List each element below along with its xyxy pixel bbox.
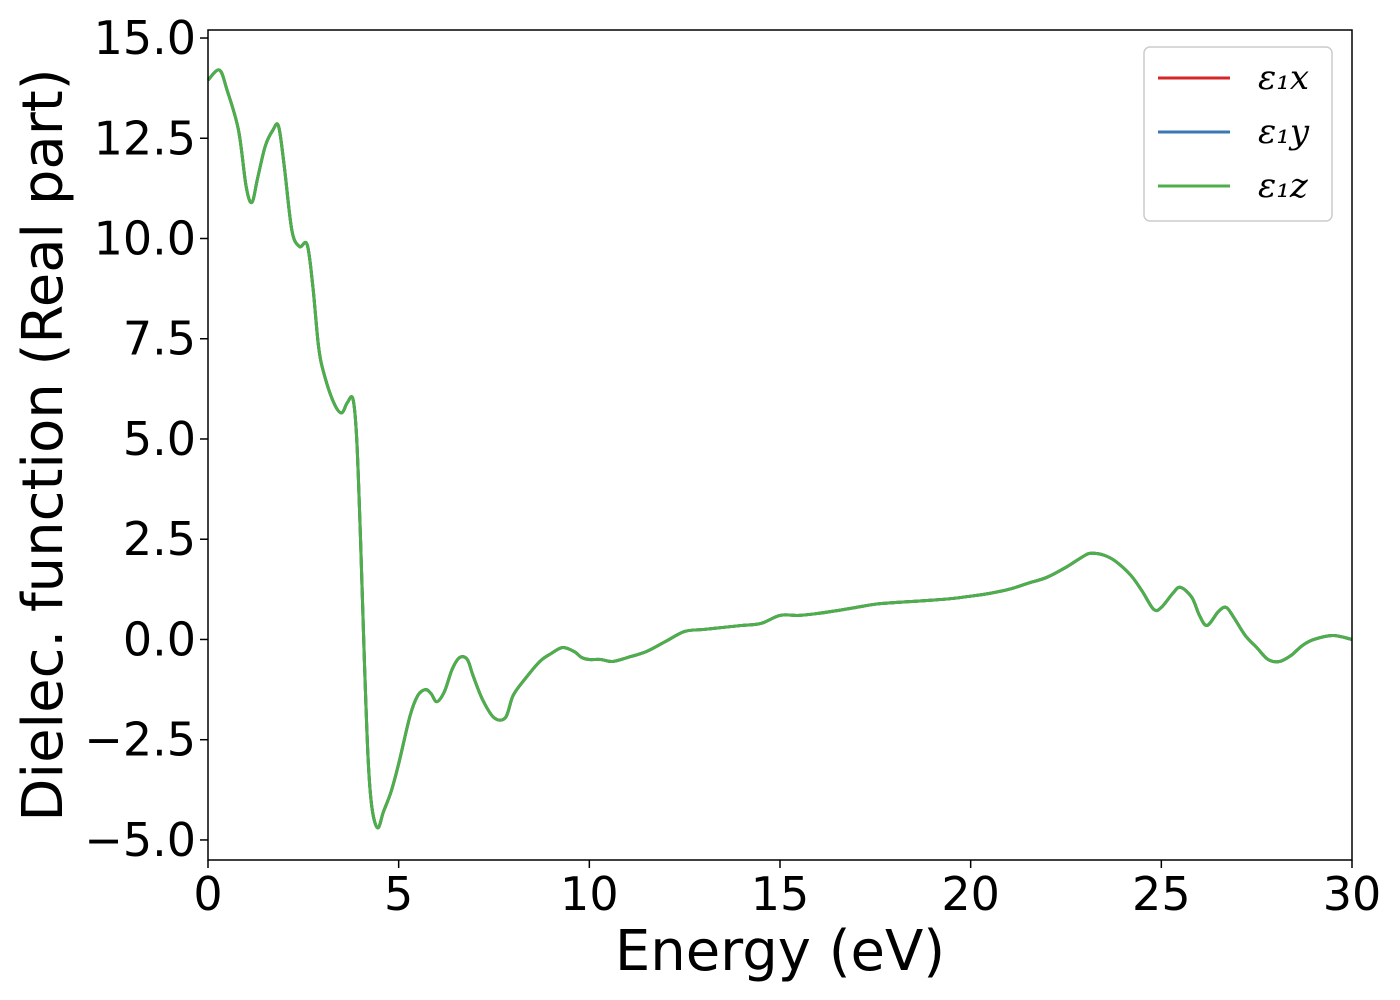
- legend-label: ε₁z: [1258, 166, 1309, 206]
- y-tick-label: 0.0: [123, 612, 196, 666]
- y-axis: −5.0 −2.5 0.0 2.5 5.0 7.5 10.0 12.5 15.0: [84, 11, 208, 867]
- legend-label: ε₁x: [1258, 58, 1309, 98]
- x-tick-label: 0: [193, 867, 222, 921]
- y-tick-label: 15.0: [94, 11, 196, 65]
- y-tick-label: 5.0: [123, 412, 196, 466]
- x-tick-label: 15: [751, 867, 810, 921]
- series-line-3: [206, 68, 1353, 830]
- x-axis-title: Energy (eV): [615, 919, 945, 984]
- x-tick-label: 25: [1132, 867, 1191, 921]
- series-layer: [206, 68, 1353, 830]
- y-tick-label: −5.0: [84, 813, 196, 867]
- x-tick-label: 30: [1323, 867, 1382, 921]
- y-tick-label: 10.0: [94, 212, 196, 266]
- x-tick-label: 5: [384, 867, 413, 921]
- x-axis: 0 5 10 15 20 25 30: [193, 860, 1381, 921]
- legend-box: [1143, 46, 1333, 222]
- x-tick-label: 10: [560, 867, 619, 921]
- legend: ε₁x ε₁y ε₁z: [1143, 46, 1333, 222]
- x-tick-label: 20: [941, 867, 1000, 921]
- y-tick-label: 12.5: [94, 111, 196, 165]
- y-tick-label: 2.5: [123, 512, 196, 566]
- y-axis-title: Dielec. function (Real part): [11, 68, 76, 821]
- y-tick-label: 7.5: [123, 312, 196, 366]
- y-tick-label: −2.5: [84, 713, 196, 767]
- legend-label: ε₁y: [1258, 112, 1310, 152]
